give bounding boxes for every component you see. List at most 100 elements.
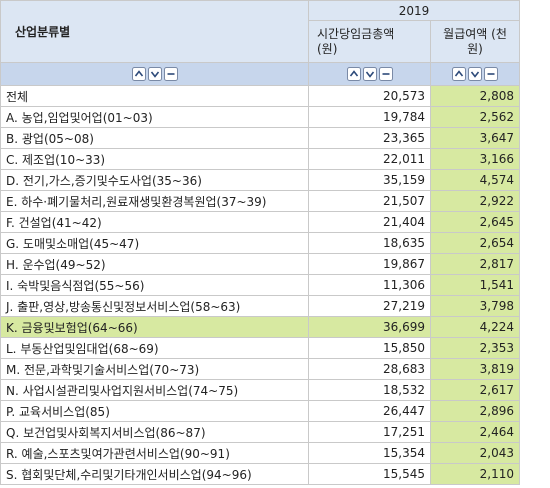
row-label-header: 산업분류별 (0, 0, 309, 63)
row-label: E. 하수·폐기물처리,원료재생및환경복원업(37~39) (0, 190, 309, 212)
value-cell: 2,353 (429, 337, 521, 359)
table-row: G. 도매및소매업(45~47) 18,635 2,654 (0, 232, 521, 254)
value-cell: 4,574 (429, 169, 521, 191)
value-cell: 28,683 (308, 358, 431, 380)
table-row: P. 교육서비스업(85) 26,447 2,896 (0, 400, 521, 422)
sort-buttons (346, 67, 393, 82)
sort-up-button[interactable] (452, 67, 466, 82)
row-label: N. 사업시설관리및사업지원서비스업(74~75) (0, 379, 309, 401)
value-cell: 19,784 (308, 106, 431, 128)
row-label: A. 농업,임업및어업(01~03) (0, 106, 309, 128)
table-row: 전체 20,573 2,808 (0, 85, 521, 107)
value-cell: 18,635 (308, 232, 431, 254)
button-icon (365, 71, 374, 79)
row-label: 전체 (0, 85, 309, 107)
table-row: Q. 보건업및사회복지서비스업(86~87) 17,251 2,464 (0, 421, 521, 443)
value-cell: 3,819 (429, 358, 521, 380)
value-cell: 35,159 (308, 169, 431, 191)
table-row: H. 운수업(49~52) 19,867 2,817 (0, 253, 521, 275)
value-cell: 19,867 (308, 253, 431, 275)
value-cell: 3,798 (429, 295, 521, 317)
button-frame (131, 67, 146, 82)
sort-down-button[interactable] (147, 67, 162, 82)
table-row: I. 숙박및음식점업(55~56) 11,306 1,541 (0, 274, 521, 296)
sort-cell (429, 62, 521, 86)
sort-row (0, 62, 521, 86)
value-cell: 26,447 (308, 400, 431, 422)
row-label: J. 출판,영상,방송통신및정보서비스업(58~63) (0, 295, 309, 317)
year-header: 2019 (307, 0, 521, 21)
value-cell: 2,110 (429, 463, 521, 485)
column-header: 시간당임금총액 (원) (308, 20, 431, 63)
table-row: E. 하수·폐기물처리,원료재생및환경복원업(37~39) 21,507 2,922 (0, 190, 521, 212)
table-row: F. 건설업(41~42) 21,404 2,645 (0, 211, 521, 233)
value-cell: 2,654 (429, 232, 521, 254)
button-frame (468, 67, 482, 82)
table-body: 전체 20,573 2,808 A. 농업,임업및어업(01~03) 19,784 2,5… (0, 85, 521, 485)
header-row: 산업분류별 2019 (0, 0, 521, 63)
row-label: B. 광업(05~08) (0, 127, 309, 149)
value-cell: 18,532 (308, 379, 431, 401)
row-label: D. 전기,가스,증기및수도사업(35~36) (0, 169, 309, 191)
value-cell: 20,573 (308, 85, 431, 107)
table-row: N. 사업시설관리및사업지원서비스업(74~75) 18,532 2,617 (0, 379, 521, 401)
button-icon (349, 70, 358, 77)
value-cell: 2,817 (429, 253, 521, 275)
value-cell: 3,166 (429, 148, 521, 170)
row-label: Q. 보건업및사회복지서비스업(86~87) (0, 421, 309, 443)
table-row: K. 금융및보험업(64~66) 36,699 4,224 (0, 316, 521, 338)
value-cell: 2,922 (429, 190, 521, 212)
value-cell: 4,224 (429, 316, 521, 338)
table-row: D. 전기,가스,증기및수도사업(35~36) 35,159 4,574 (0, 169, 521, 191)
table-row: R. 예술,스포츠및여가관련서비스업(90~91) 15,354 2,043 (0, 442, 521, 464)
value-cell: 2,617 (429, 379, 521, 401)
table-row: C. 제조업(10~33) 22,011 3,166 (0, 148, 521, 170)
button-icon (470, 71, 480, 79)
data-table: 산업분류별 2019 시간당임금총액 (원) 월급여액 (천원) 전체 20,57… (0, 0, 521, 485)
value-cell: 17,251 (308, 421, 431, 443)
table-row: B. 광업(05~08) 23,365 3,647 (0, 127, 521, 149)
value-cell: 2,562 (429, 106, 521, 128)
value-cell: 21,404 (308, 211, 431, 233)
button-frame (362, 67, 377, 82)
row-label: P. 교육서비스업(85) (0, 400, 309, 422)
table-row: A. 농업,임업및어업(01~03) 19,784 2,562 (0, 106, 521, 128)
sort-reset-button[interactable] (484, 67, 498, 82)
button-icon (134, 70, 143, 77)
value-cell: 3,647 (429, 127, 521, 149)
button-frame (452, 67, 466, 82)
row-label: I. 숙박및음식점업(55~56) (0, 274, 309, 296)
row-label: G. 도매및소매업(45~47) (0, 232, 309, 254)
value-cell: 27,219 (308, 295, 431, 317)
value-cell: 21,507 (308, 190, 431, 212)
sort-down-button[interactable] (362, 67, 377, 82)
table-row: M. 전문,과학및기술서비스업(70~73) 28,683 3,819 (0, 358, 521, 380)
column-header: 월급여액 (천원) (429, 20, 521, 63)
button-icon (150, 71, 159, 79)
value-cell: 23,365 (308, 127, 431, 149)
value-cell: 2,645 (429, 211, 521, 233)
sort-reset-button[interactable] (378, 67, 393, 82)
row-label: F. 건설업(41~42) (0, 211, 309, 233)
sort-down-button[interactable] (468, 67, 482, 82)
sort-reset-button[interactable] (163, 67, 178, 82)
header-row: 시간당임금총액 (원) 월급여액 (천원) (1, 20, 521, 63)
sort-cell (308, 62, 431, 86)
value-cell: 1,541 (429, 274, 521, 296)
value-cell: 2,808 (429, 85, 521, 107)
value-cell: 22,011 (308, 148, 431, 170)
sort-buttons (131, 67, 178, 82)
table-row: S. 협회및단체,수리및기타개인서비스업(94~96) 15,545 2,110 (0, 463, 521, 485)
value-cell: 11,306 (308, 274, 431, 296)
row-label: K. 금융및보험업(64~66) (0, 316, 309, 338)
sort-up-button[interactable] (346, 67, 361, 82)
value-cell: 2,043 (429, 442, 521, 464)
value-cell: 15,545 (308, 463, 431, 485)
value-cell: 15,850 (308, 337, 431, 359)
sort-buttons (452, 67, 498, 82)
button-frame (346, 67, 361, 82)
sort-up-button[interactable] (131, 67, 146, 82)
table-row: J. 출판,영상,방송통신및정보서비스업(58~63) 27,219 3,798 (0, 295, 521, 317)
row-label: M. 전문,과학및기술서비스업(70~73) (0, 358, 309, 380)
